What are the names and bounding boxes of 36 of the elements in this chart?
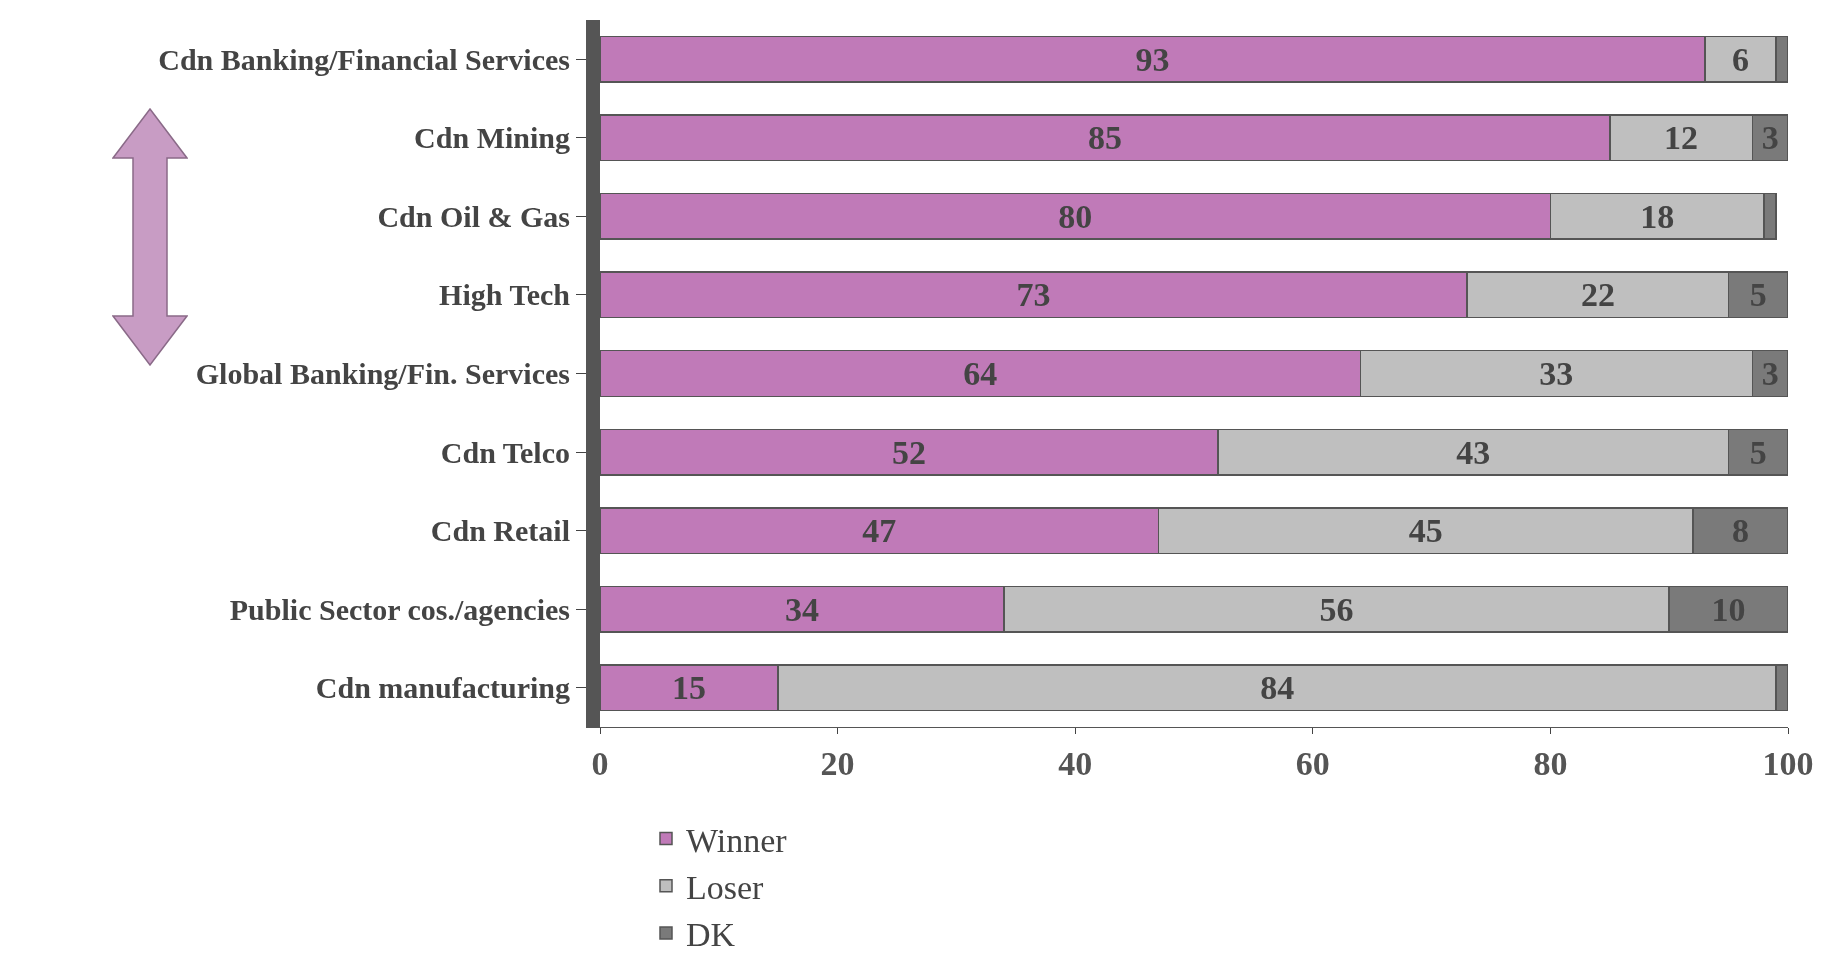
data-label: 80 (1058, 197, 1093, 235)
y-tick-label: Cdn Telco (440, 435, 570, 469)
legend-label: Loser (686, 869, 765, 907)
x-tick-label: 20 (820, 744, 855, 782)
data-label: 6 (1731, 40, 1749, 78)
data-label: 93 (1135, 40, 1170, 78)
data-label: 56 (1319, 590, 1354, 628)
y-tick-label: Cdn Mining (414, 121, 570, 155)
x-tick-label: 80 (1533, 744, 1568, 782)
y-tick-label: Cdn Oil & Gas (377, 199, 570, 233)
data-label: 15 (672, 669, 707, 707)
data-label: 73 (1016, 276, 1051, 314)
data-label: 34 (784, 590, 819, 628)
y-tick-label: Global Banking/Fin. Services (195, 357, 570, 390)
x-tick-label: 0 (591, 744, 609, 782)
x-tick-label: 60 (1295, 744, 1330, 782)
y-tick-label: Cdn manufacturing (315, 671, 570, 705)
data-label: 52 (891, 433, 926, 471)
data-label: 64 (963, 355, 998, 392)
data-label: 85 (1087, 119, 1122, 157)
data-label: 12 (1664, 119, 1699, 157)
x-tick-label: 100 (1762, 744, 1814, 782)
data-label: 47 (862, 512, 897, 550)
y-tick-label: Cdn Retail (430, 514, 570, 548)
legend-label: Winner (686, 821, 788, 859)
data-label: 45 (1408, 512, 1443, 550)
y-tick-label: Public Sector cos./agencies (229, 592, 570, 626)
y-tick-label: High Tech (439, 278, 571, 312)
y-tick-label: Cdn Banking/Financial Services (158, 42, 570, 76)
data-label: 18 (1640, 197, 1675, 235)
data-label: 33 (1539, 355, 1574, 392)
data-label: 22 (1580, 276, 1615, 314)
data-label: 84 (1260, 669, 1295, 707)
legend-label: DK (686, 916, 736, 954)
x-tick-label: 40 (1058, 744, 1093, 782)
data-label: 43 (1456, 433, 1491, 471)
